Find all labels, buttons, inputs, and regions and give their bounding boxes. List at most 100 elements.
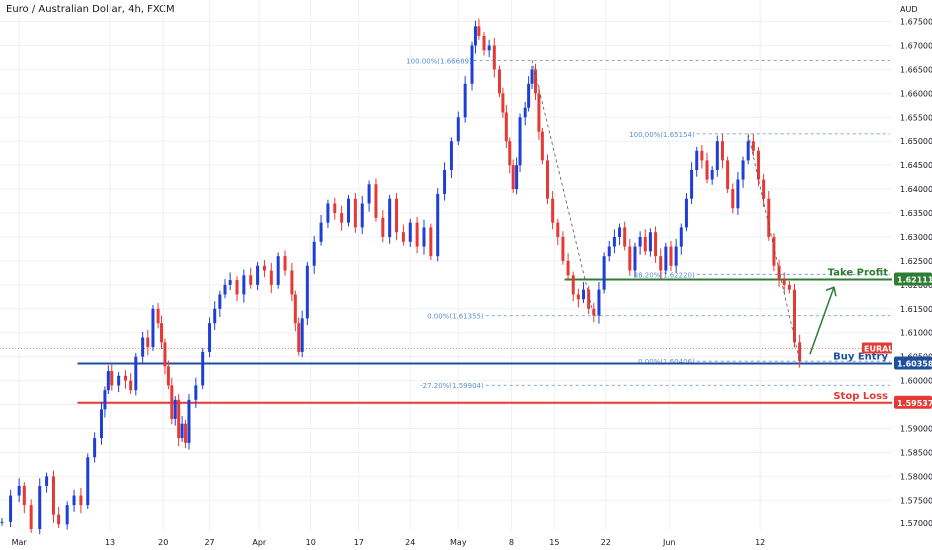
candle-body (607, 246, 611, 257)
x-tick-label: Mar (12, 538, 28, 547)
candle-body (429, 227, 433, 257)
candle-body (110, 371, 114, 386)
candle-body (276, 256, 280, 285)
candle-body (533, 69, 537, 94)
candle-body (170, 385, 174, 419)
projection-arrow (809, 287, 835, 355)
candle-body (9, 495, 13, 522)
candle-body (293, 294, 297, 324)
candle-body (213, 308, 217, 324)
candle-body (798, 342, 802, 361)
candle-body (669, 246, 673, 266)
x-tick-label: 27 (204, 538, 214, 547)
candle-body (65, 505, 69, 525)
candle-body (731, 189, 735, 209)
candle-body (72, 495, 76, 506)
candle-body (456, 117, 460, 142)
candle-body (449, 141, 453, 170)
x-tick-label: Jun (662, 538, 676, 547)
candle-body (38, 485, 42, 530)
price-badge-text: 1.59537 (897, 399, 932, 408)
candle-body (618, 227, 622, 237)
candle-body (659, 256, 663, 271)
y-tick-label: 1.63000 (900, 233, 932, 242)
level-label: Take Profit (828, 268, 888, 279)
level-label: Stop Loss (833, 391, 888, 402)
candle-body (381, 217, 385, 237)
candle-body (705, 160, 709, 180)
candle-body (160, 323, 164, 343)
y-tick-label: 1.59000 (900, 425, 932, 434)
candles (0, 18, 802, 535)
candle-body (415, 222, 419, 247)
candle-body (654, 232, 658, 257)
candle-body (0, 521, 4, 523)
candle-body (695, 150, 699, 170)
candle-body (93, 438, 97, 458)
candle-body (501, 93, 505, 113)
candle-body (587, 289, 591, 309)
candle-body (566, 260, 570, 276)
candle-body (117, 375, 121, 386)
y-tick-label: 1.63500 (900, 209, 932, 218)
x-tick-label: Apr (252, 538, 267, 547)
y-tick-label: 1.57000 (900, 519, 932, 528)
candle-body (715, 141, 719, 170)
candle-body (508, 141, 512, 166)
price-badge (894, 356, 932, 370)
candle-body (223, 284, 227, 295)
candle-body (194, 385, 198, 400)
candle-body (674, 246, 678, 266)
candle-body (477, 26, 481, 36)
candle-body (545, 160, 549, 199)
candle-body (777, 265, 781, 281)
candle-body (561, 236, 565, 261)
candle-body (249, 275, 253, 285)
candle-body (576, 294, 580, 300)
y-tick-label: 1.67000 (900, 41, 932, 50)
candle-body (312, 241, 316, 266)
candle-body (283, 256, 287, 271)
currency-label: AUD (900, 5, 918, 14)
time-axis[interactable]: Mar 13 20 27 Apr 10 17 24 May 8 15 22 Jun 12 (12, 538, 766, 547)
candle-body (597, 289, 601, 316)
candle-body (470, 45, 474, 84)
level-lines: 100.00%(1.66689) 100.00%(1.65154) 38.20%(1… (0, 57, 892, 404)
candle-body (208, 323, 212, 352)
candle-body (515, 165, 519, 190)
candle-body (772, 236, 776, 266)
y-tick-label: 1.58000 (900, 472, 932, 481)
candle-body (782, 280, 786, 285)
candle-body (638, 236, 642, 247)
candle-body (756, 150, 760, 180)
y-tick-label: 1.65500 (900, 113, 932, 122)
candle-body (106, 371, 110, 391)
y-tick-label: 1.67500 (900, 18, 932, 27)
candle-body (79, 495, 83, 506)
x-tick-label: 15 (549, 538, 559, 547)
candle-body (592, 308, 596, 316)
candle-body (156, 308, 160, 324)
candle-body (218, 294, 222, 309)
candle-body (173, 399, 177, 419)
candle-body (17, 485, 21, 496)
y-tick-label: 1.62500 (900, 257, 932, 266)
candle-body (353, 198, 357, 228)
candle-body (146, 337, 150, 348)
candle-body (684, 198, 688, 228)
fib-label: 0.00%(1.61355) (427, 313, 484, 321)
fib-label: 38.20%(1.62220) (634, 271, 695, 279)
candle-body (523, 107, 527, 118)
x-tick-label: 12 (755, 538, 765, 547)
fib-label: 100.00%(1.66689) (406, 57, 472, 65)
price-axis[interactable]: 1.575001.580001.585001.590001.595001.600… (894, 5, 932, 528)
candle-body (648, 232, 652, 252)
candle-body (487, 45, 491, 51)
price-badge-text: 1.60358 (897, 359, 932, 368)
candle-body (504, 112, 508, 142)
candle-body (551, 198, 555, 223)
candle-body (736, 179, 740, 209)
swing-line (531, 60, 595, 316)
candle-body (300, 318, 304, 352)
